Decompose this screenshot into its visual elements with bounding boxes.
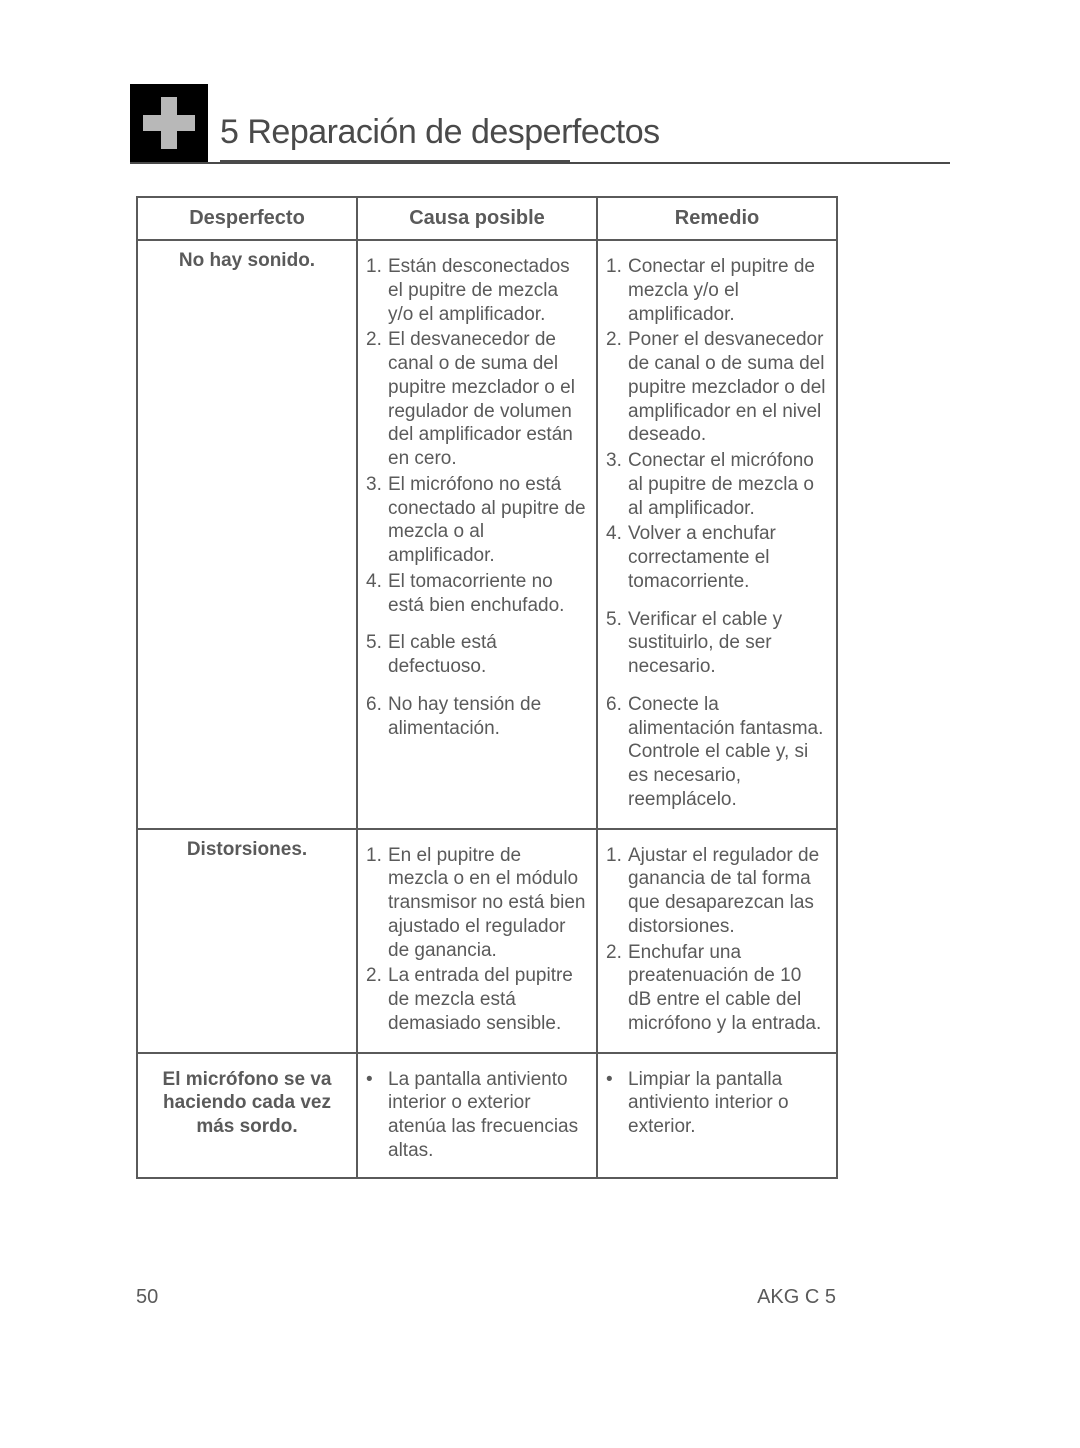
table-row: No hay sonido.1.Están desconectados el p… <box>137 240 837 829</box>
page-footer: 50 AKG C 5 <box>136 1286 836 1309</box>
col-header-cause: Causa posible <box>357 197 597 240</box>
list-item: Conectar el pupitre de mezcla y/o el amp… <box>628 255 826 326</box>
cause-cell: •La pantalla antiviento interior o exter… <box>357 1053 597 1178</box>
section-title: 5 Reparación de desperfectos <box>220 113 660 158</box>
list-item: Conecte la alimentación fantasma. Contro… <box>628 693 826 812</box>
cause-cell: 1.En el pupitre de mezcla o en el módulo… <box>357 829 597 1053</box>
list-item: Volver a enchufar correctamente el tomac… <box>628 522 826 593</box>
list-item: La entrada del pupitre de mezcla está de… <box>388 964 586 1035</box>
list-item: En el pupitre de mezcla o en el módulo t… <box>388 844 586 963</box>
remedy-cell: 1.Conectar el pupitre de mezcla y/o el a… <box>597 240 837 829</box>
list-item: La pantalla antiviento interior o exteri… <box>388 1068 586 1163</box>
doc-name: AKG C 5 <box>757 1286 836 1309</box>
list-item: El cable está defectuoso. <box>388 631 586 679</box>
list-item: Conectar el micrófono al pupitre de mezc… <box>628 449 826 520</box>
table-row: Distorsiones.1.En el pupitre de mezcla o… <box>137 829 837 1053</box>
remedy-cell: •Limpiar la pantalla antiviento interior… <box>597 1053 837 1178</box>
list-item: Enchufar una preatenuación de 10 dB entr… <box>628 941 826 1036</box>
section-header: 5 Reparación de desperfectos <box>130 80 950 164</box>
list-item: El micrófono no está conectado al pupitr… <box>388 473 586 568</box>
plus-icon <box>130 84 208 162</box>
list-item: El tomacorriente no está bien enchufado. <box>388 570 586 618</box>
title-underline <box>220 160 570 163</box>
list-item: Verificar el cable y sustituirlo, de ser… <box>628 608 826 679</box>
col-header-defect: Desperfecto <box>137 197 357 240</box>
troubleshooting-table: Desperfecto Causa posible Remedio No hay… <box>136 196 838 1179</box>
list-item: El desvanecedor de canal o de suma del p… <box>388 328 586 471</box>
cause-cell: 1.Están desconectados el pupitre de mezc… <box>357 240 597 829</box>
list-item: Limpiar la pantalla antiviento interior … <box>628 1068 826 1139</box>
defect-label: No hay sonido. <box>137 240 357 829</box>
list-item: Ajustar el regulador de ganancia de tal … <box>628 844 826 939</box>
list-item: Poner el desvanecedor de canal o de suma… <box>628 328 826 447</box>
defect-label: Distorsiones. <box>137 829 357 1053</box>
page-number: 50 <box>136 1286 158 1309</box>
table-row: El micrófono se va haciendo cada vez más… <box>137 1053 837 1178</box>
col-header-remedy: Remedio <box>597 197 837 240</box>
list-item: Están desconectados el pupitre de mezcla… <box>388 255 586 326</box>
defect-label: El micrófono se va haciendo cada vez más… <box>137 1053 357 1178</box>
list-item: No hay tensión de alimentación. <box>388 693 586 741</box>
remedy-cell: 1.Ajustar el regulador de ganancia de ta… <box>597 829 837 1053</box>
